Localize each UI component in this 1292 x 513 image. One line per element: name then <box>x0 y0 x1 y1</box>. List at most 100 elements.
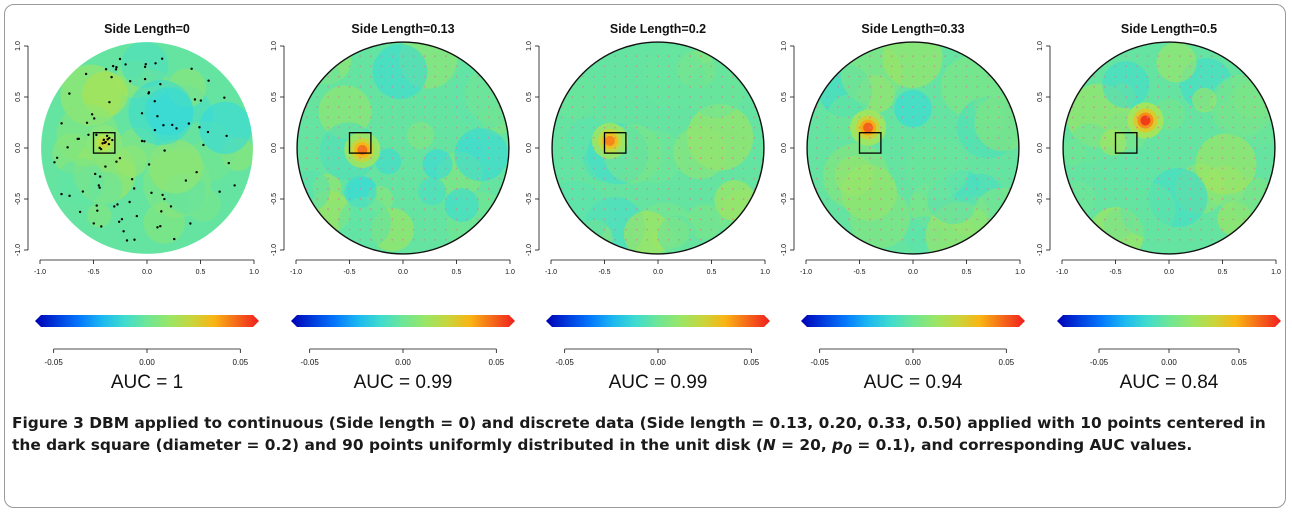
data-point <box>105 134 109 138</box>
data-point <box>193 98 197 101</box>
data-point <box>206 130 210 134</box>
x-tick-label: 0.5 <box>962 269 972 276</box>
x-tick-label: -0.5 <box>853 269 865 276</box>
colorbar-tick-label: -0.05 <box>45 358 64 367</box>
data-point <box>101 142 104 145</box>
y-tick-label: -1.0 <box>781 244 788 256</box>
x-tick-label: -0.5 <box>1109 269 1121 276</box>
data-point <box>132 187 136 190</box>
x-tick-label: -0.5 <box>598 269 610 276</box>
data-point <box>118 156 122 160</box>
colorbar-tick-label: 0.05 <box>233 358 249 367</box>
disk-outline <box>806 41 1020 255</box>
data-point <box>113 205 116 208</box>
x-tick-label: 1.0 <box>505 269 515 276</box>
data-point <box>128 200 131 204</box>
disk-outline <box>296 41 510 255</box>
data-point <box>175 127 178 130</box>
x-tick-label: 0.5 <box>196 269 206 276</box>
target-square <box>348 132 372 154</box>
data-point <box>94 172 97 176</box>
panel-4: Side Length=0.33 -1.0 -0.5 0.0 0.5 1.0 1.0 0.5 0… <box>781 22 1025 367</box>
data-point <box>129 79 132 83</box>
data-point <box>118 57 122 61</box>
y-tick-label: 1.0 <box>781 41 788 51</box>
data-point <box>173 237 176 241</box>
data-point <box>76 137 79 141</box>
colorbar-tick-label: -0.05 <box>556 358 575 367</box>
panel-2: Side Length=0.13 -1.0 -0.5 0.0 0.5 1.0 1.0 0.5 0… <box>271 22 515 367</box>
colorbar-tick-label: 0.00 <box>905 358 921 367</box>
data-point <box>84 72 88 76</box>
data-point <box>117 220 121 223</box>
data-point <box>103 141 106 145</box>
auc-value: AUC = 0.99 <box>353 372 453 393</box>
data-point <box>227 161 230 165</box>
x-tick-label: 0.0 <box>653 269 663 276</box>
data-point <box>161 193 164 197</box>
x-tick-label: 0.0 <box>398 269 408 276</box>
data-point <box>143 77 147 81</box>
data-point <box>55 156 59 159</box>
x-tick-label: 0.5 <box>707 269 717 276</box>
data-point <box>162 123 165 127</box>
data-point <box>66 146 69 149</box>
auc-value: AUC = 0.94 <box>863 372 963 393</box>
data-point <box>140 112 144 115</box>
data-point <box>81 190 85 193</box>
colorbar <box>35 315 259 327</box>
data-point <box>108 136 111 140</box>
heatmap-field <box>297 42 509 254</box>
data-point <box>107 142 111 146</box>
colorbar-tick-label: -0.05 <box>301 358 320 367</box>
y-tick-label: 0.5 <box>271 92 278 102</box>
data-point <box>153 128 157 132</box>
data-point <box>169 205 173 208</box>
x-tick-label: -1.0 <box>545 269 557 276</box>
y-tick-label: -1.0 <box>15 244 22 256</box>
data-point <box>53 161 56 164</box>
auc-value: AUC = 1 <box>110 372 184 393</box>
panel-3: Side Length=0.2 -1.0 -0.5 0.0 0.5 1.0 1.0 0.5 0.… <box>526 22 770 367</box>
data-point <box>115 160 118 163</box>
data-point <box>225 134 228 138</box>
data-point <box>233 184 236 187</box>
x-tick-label: 1.0 <box>1015 269 1025 276</box>
x-tick-label: -1.0 <box>34 269 46 276</box>
y-tick-label: -0.5 <box>781 193 788 205</box>
colorbar <box>801 315 1025 327</box>
data-point <box>108 100 111 104</box>
data-point <box>153 99 156 103</box>
y-tick-label: 0.5 <box>1037 92 1044 102</box>
data-point <box>198 126 201 129</box>
auc-value: AUC = 0.99 <box>608 372 708 393</box>
data-point <box>171 123 174 127</box>
data-point <box>156 114 159 118</box>
data-point <box>140 139 144 143</box>
data-point <box>143 140 146 143</box>
colorbar-tick-label: 0.00 <box>1161 358 1177 367</box>
data-point <box>125 239 129 242</box>
data-point <box>195 170 198 174</box>
data-point <box>85 121 89 124</box>
data-point <box>68 194 71 198</box>
data-point <box>111 64 115 68</box>
colorbar-tick-label: 0.05 <box>999 358 1015 367</box>
data-point <box>160 210 163 213</box>
x-tick-label: -1.0 <box>800 269 812 276</box>
data-point <box>207 79 210 82</box>
colorbar <box>546 315 770 327</box>
y-tick-label: -1.0 <box>526 244 533 256</box>
y-tick-label: 0.0 <box>1037 143 1044 153</box>
panel-title: Side Length=0 <box>104 22 190 36</box>
data-point <box>133 238 136 241</box>
x-tick-label: 0.0 <box>1164 269 1174 276</box>
heatmap-field <box>1063 42 1275 254</box>
data-point <box>60 192 63 196</box>
y-tick-label: -0.5 <box>271 193 278 205</box>
data-point <box>106 138 109 141</box>
data-point <box>154 62 157 65</box>
data-point <box>147 163 151 166</box>
data-point <box>187 122 191 125</box>
